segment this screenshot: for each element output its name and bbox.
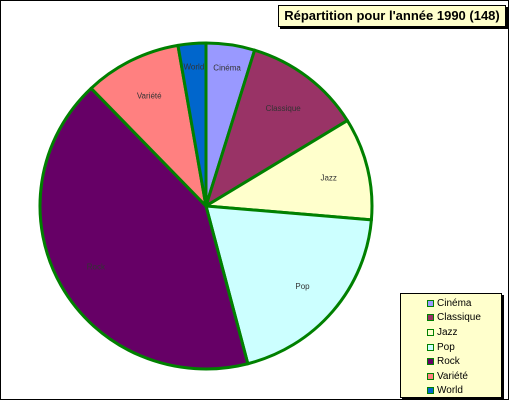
legend-item-jazz: Jazz bbox=[427, 325, 501, 340]
legend-swatch bbox=[427, 314, 434, 321]
legend-item-classique: Classique bbox=[427, 311, 501, 326]
slice-label-cinema: Cinéma bbox=[213, 63, 241, 72]
slice-label-pop: Pop bbox=[295, 282, 310, 291]
legend-item-rock: Rock bbox=[427, 354, 501, 369]
legend-label: Pop bbox=[437, 342, 455, 353]
legend-item-world: World bbox=[427, 384, 501, 399]
legend-label: Cinéma bbox=[437, 298, 471, 309]
legend-label: Jazz bbox=[437, 327, 458, 338]
legend-swatch bbox=[427, 300, 434, 307]
legend-swatch bbox=[427, 387, 434, 394]
legend-item-pop: Pop bbox=[427, 340, 501, 355]
slice-label-variete: Variété bbox=[137, 91, 162, 100]
legend-item-cinema: Cinéma bbox=[427, 296, 501, 311]
legend: Cinéma Classique Jazz Pop Rock Variété World bbox=[400, 293, 502, 398]
legend-swatch bbox=[427, 373, 434, 380]
legend-item-variete: Variété bbox=[427, 369, 501, 384]
legend-swatch bbox=[427, 329, 434, 336]
chart-title: Répartition pour l'année 1990 (148) bbox=[278, 5, 506, 27]
slice-label-classique: Classique bbox=[266, 104, 302, 113]
legend-label: Variété bbox=[437, 371, 468, 382]
legend-label: Rock bbox=[437, 356, 460, 367]
slice-label-world: World bbox=[184, 62, 205, 71]
legend-swatch bbox=[427, 344, 434, 351]
legend-label: Classique bbox=[437, 312, 481, 323]
legend-swatch bbox=[427, 358, 434, 365]
slice-label-jazz: Jazz bbox=[320, 173, 336, 182]
legend-label: World bbox=[437, 385, 463, 396]
slice-label-rock: Rock bbox=[87, 262, 106, 271]
